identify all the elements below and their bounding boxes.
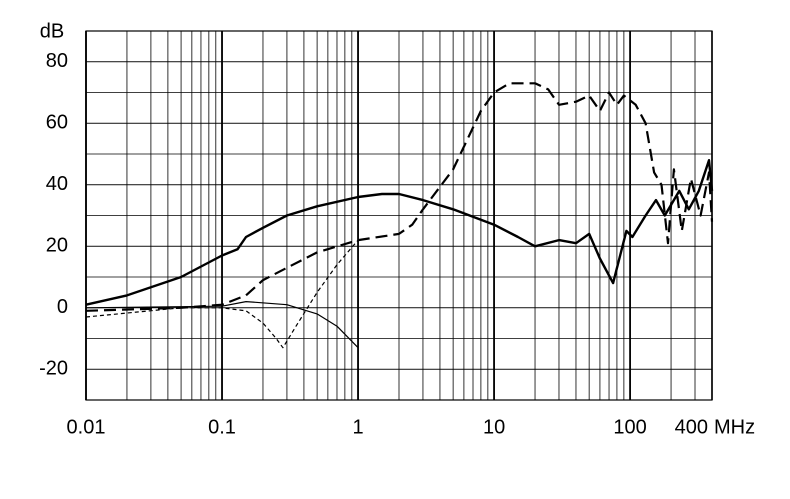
x-tick-label: 400 <box>675 416 708 438</box>
series-line <box>85 159 714 306</box>
series-line <box>85 301 359 349</box>
y-tick-label: 20 <box>46 235 68 257</box>
x-axis-unit: MHz <box>714 416 755 438</box>
y-tick-label: 0 <box>57 296 68 318</box>
y-tick-label: 40 <box>46 173 68 195</box>
series-line <box>85 239 359 349</box>
x-tick-label: 0.1 <box>208 416 236 438</box>
y-tick-label: 80 <box>46 50 68 72</box>
y-axis-label: dB <box>40 20 64 42</box>
x-tick-label: 1 <box>352 416 363 438</box>
x-tick-label: 10 <box>483 416 505 438</box>
series-line <box>85 82 714 312</box>
x-tick-label: 0.01 <box>67 416 106 438</box>
y-tick-label: -20 <box>39 358 68 380</box>
x-tick-label: 100 <box>613 416 646 438</box>
y-tick-label: 60 <box>46 112 68 134</box>
